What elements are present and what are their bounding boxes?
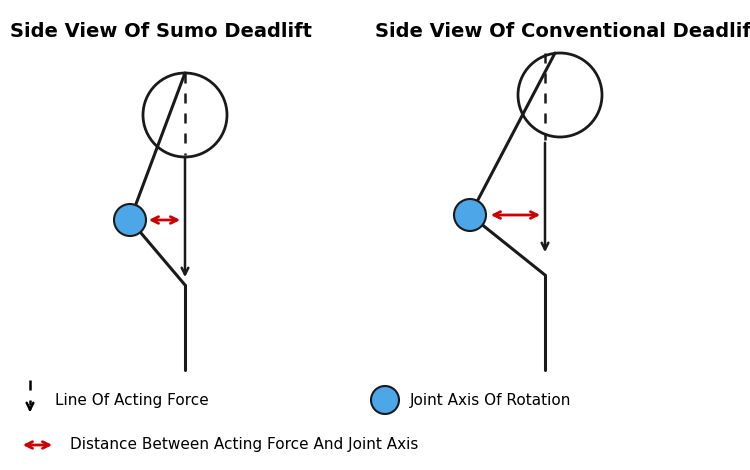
Text: Line Of Acting Force: Line Of Acting Force bbox=[55, 392, 208, 407]
Ellipse shape bbox=[114, 204, 146, 236]
Text: Distance Between Acting Force And Joint Axis: Distance Between Acting Force And Joint … bbox=[70, 438, 419, 453]
Ellipse shape bbox=[454, 199, 486, 231]
Text: Joint Axis Of Rotation: Joint Axis Of Rotation bbox=[410, 392, 572, 407]
Text: Side View Of Sumo Deadlift: Side View Of Sumo Deadlift bbox=[10, 22, 312, 41]
Text: Side View Of Conventional Deadlift: Side View Of Conventional Deadlift bbox=[375, 22, 750, 41]
Ellipse shape bbox=[371, 386, 399, 414]
